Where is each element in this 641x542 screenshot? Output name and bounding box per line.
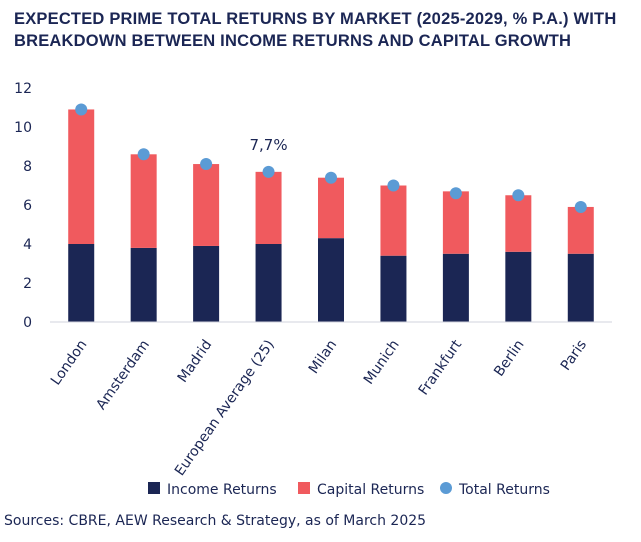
legend-swatch	[440, 482, 452, 494]
capital-bar	[380, 185, 407, 256]
x-tick-label: Milan	[306, 337, 341, 377]
chart-title-line-1: EXPECTED PRIME TOTAL RETURNS BY MARKET (…	[14, 10, 617, 28]
y-tick-label: 6	[23, 198, 32, 214]
legend-label: Total Returns	[458, 482, 550, 498]
x-tick-label: Frankfurt	[416, 337, 466, 399]
source-note: Sources: CBRE, AEW Research & Strategy, …	[4, 513, 427, 529]
total-return-point	[200, 158, 213, 171]
legend-swatch	[298, 482, 310, 494]
y-tick-label: 2	[23, 276, 32, 292]
x-tick-label: Berlin	[491, 337, 527, 379]
capital-bar	[255, 171, 282, 244]
chart-title-line-2: BREAKDOWN BETWEEN INCOME RETURNS AND CAP…	[14, 32, 572, 50]
y-tick-label: 8	[23, 159, 32, 175]
y-tick-label: 12	[14, 81, 32, 97]
x-tick-label: London	[48, 337, 91, 388]
chart-title: EXPECTED PRIME TOTAL RETURNS BY MARKET (…	[14, 8, 634, 52]
income-bar	[255, 244, 282, 322]
total-annotation: 7,7%	[250, 136, 288, 154]
income-bar	[505, 251, 532, 322]
capital-bar	[505, 195, 532, 252]
total-return-point	[137, 148, 150, 161]
income-bar	[130, 247, 157, 322]
total-return-point	[75, 103, 88, 116]
capital-bar	[442, 191, 469, 254]
x-tick-label: Amsterdam	[93, 337, 153, 413]
y-tick-label: 10	[14, 120, 32, 136]
x-tick-label: Madrid	[175, 337, 216, 386]
capital-bar	[318, 177, 344, 239]
income-bar	[193, 245, 220, 322]
income-bar	[318, 238, 344, 322]
income-bar	[380, 255, 407, 322]
x-tick-label: Paris	[558, 337, 590, 373]
income-bar	[68, 244, 95, 322]
capital-bar	[130, 154, 157, 248]
x-tick-label: Munich	[361, 337, 403, 387]
capital-bar	[567, 206, 594, 254]
total-return-point	[574, 200, 587, 213]
capital-bar	[68, 109, 95, 244]
total-return-point	[325, 171, 337, 184]
income-bar	[567, 253, 594, 322]
total-return-point	[262, 165, 275, 178]
y-tick-label: 0	[23, 315, 32, 331]
total-return-point	[512, 189, 525, 202]
total-return-point	[387, 179, 400, 192]
legend-label: Capital Returns	[317, 482, 424, 498]
capital-bar	[193, 164, 220, 246]
legend-label: Income Returns	[167, 482, 277, 498]
income-bar	[442, 253, 469, 322]
y-tick-label: 4	[23, 237, 32, 253]
total-return-point	[449, 187, 462, 200]
legend-swatch	[148, 482, 160, 494]
